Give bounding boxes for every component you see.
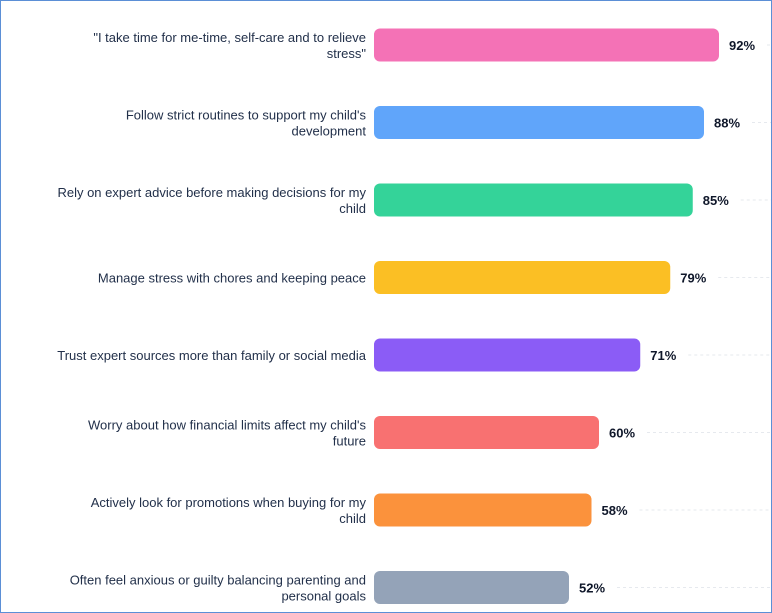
- bar-4: [374, 261, 671, 294]
- category-label-4: Manage stress with chores and keeping pe…: [98, 271, 366, 286]
- value-label-3: 85%: [703, 193, 729, 208]
- value-label-6: 60%: [609, 426, 635, 441]
- value-label-5: 71%: [650, 348, 676, 363]
- bar-6: [374, 416, 599, 449]
- bar-7: [374, 493, 592, 527]
- category-label-line: Actively look for promotions when buying…: [91, 495, 367, 510]
- category-label-1: "I take time for me-time, self-care and …: [93, 30, 366, 61]
- category-label-line: Trust expert sources more than family or…: [57, 348, 367, 363]
- category-label-7: Actively look for promotions when buying…: [91, 495, 367, 526]
- bar-1: [374, 28, 719, 62]
- bar-5: [374, 338, 641, 372]
- category-label-line: Often feel anxious or guilty balancing p…: [70, 573, 366, 588]
- category-label-line: child: [339, 201, 366, 216]
- category-label-line: development: [292, 124, 367, 139]
- category-label-line: Rely on expert advice before making deci…: [57, 185, 366, 200]
- value-label-4: 79%: [680, 271, 706, 286]
- category-label-3: Rely on expert advice before making deci…: [57, 185, 366, 216]
- category-label-line: Manage stress with chores and keeping pe…: [98, 271, 366, 286]
- category-label-line: "I take time for me-time, self-care and …: [93, 30, 366, 45]
- category-label-line: Worry about how financial limits affect …: [88, 418, 366, 433]
- category-label-6: Worry about how financial limits affect …: [88, 418, 366, 449]
- bar-8: [374, 571, 569, 604]
- category-label-line: personal goals: [281, 589, 366, 604]
- category-label-8: Often feel anxious or guilty balancing p…: [70, 573, 367, 604]
- value-label-8: 52%: [579, 581, 605, 596]
- category-label-line: child: [339, 511, 366, 526]
- value-label-1: 92%: [729, 38, 755, 53]
- category-label-2: Follow strict routines to support my chi…: [126, 108, 367, 139]
- value-label-7: 58%: [602, 503, 628, 518]
- category-label-5: Trust expert sources more than family or…: [57, 348, 367, 363]
- value-label-2: 88%: [714, 116, 740, 131]
- bar-2: [374, 106, 704, 139]
- category-label-line: future: [333, 434, 366, 449]
- category-label-line: stress": [327, 46, 367, 61]
- bar-3: [374, 183, 693, 217]
- category-label-line: Follow strict routines to support my chi…: [126, 108, 367, 123]
